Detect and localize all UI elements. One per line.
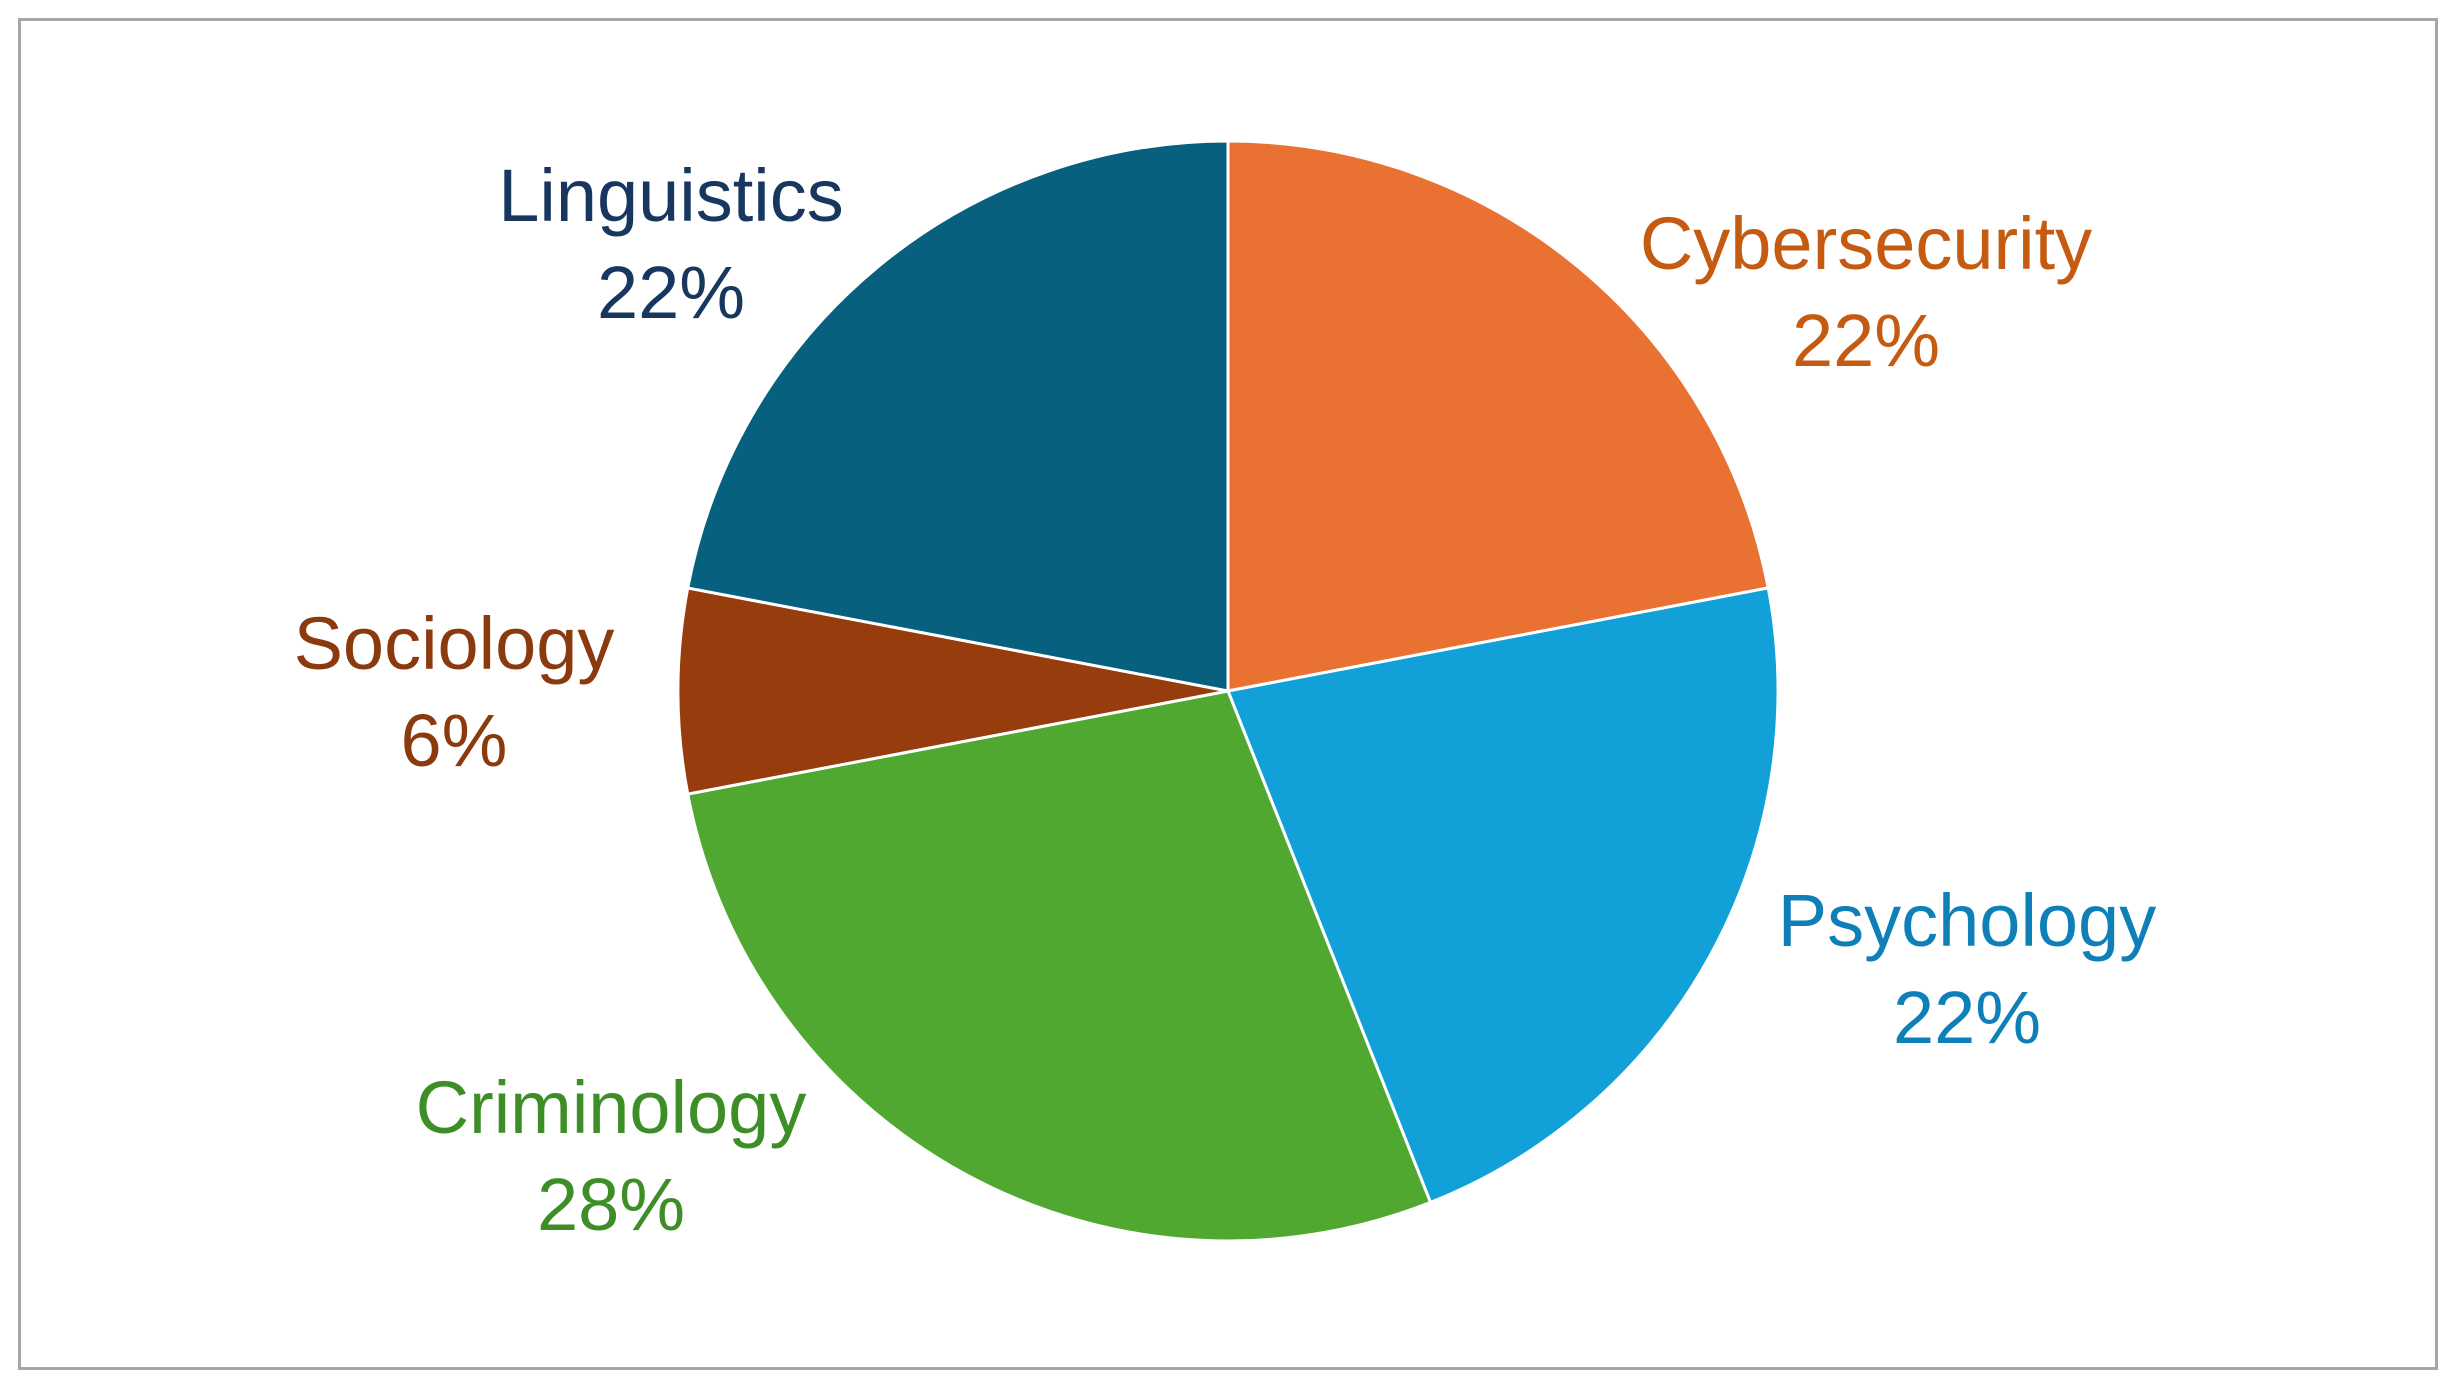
slice-percent-criminology: 28% <box>537 1163 685 1246</box>
slice-percent-linguistics: 22% <box>597 251 745 334</box>
pie-slice-psychology <box>1225 586 1780 1205</box>
slice-percent-sociology: 6% <box>401 699 508 782</box>
pie-slice-linguistics <box>685 139 1230 693</box>
pie-labels: Cybersecurity 22% Psychology 22% Criminology… <box>294 154 2157 1246</box>
slice-label-cybersecurity: Cybersecurity <box>1640 202 2092 285</box>
slice-label-sociology: Sociology <box>294 602 615 685</box>
pie-chart: Cybersecurity 22% Psychology 22% Criminology… <box>294 139 2157 1246</box>
slice-label-criminology: Criminology <box>416 1066 807 1149</box>
chart-frame: Cybersecurity 22% Psychology 22% Criminology… <box>18 18 2438 1370</box>
pie-slices <box>676 139 1780 1243</box>
pie-slice-criminology <box>685 689 1433 1243</box>
slice-percent-psychology: 22% <box>1893 976 2041 1059</box>
pie-slice-sociology <box>676 586 1229 796</box>
pie-slice-cybersecurity <box>1226 139 1771 693</box>
slice-label-linguistics: Linguistics <box>498 154 844 237</box>
slice-label-psychology: Psychology <box>1778 879 2156 962</box>
slice-percent-cybersecurity: 22% <box>1792 299 1940 382</box>
